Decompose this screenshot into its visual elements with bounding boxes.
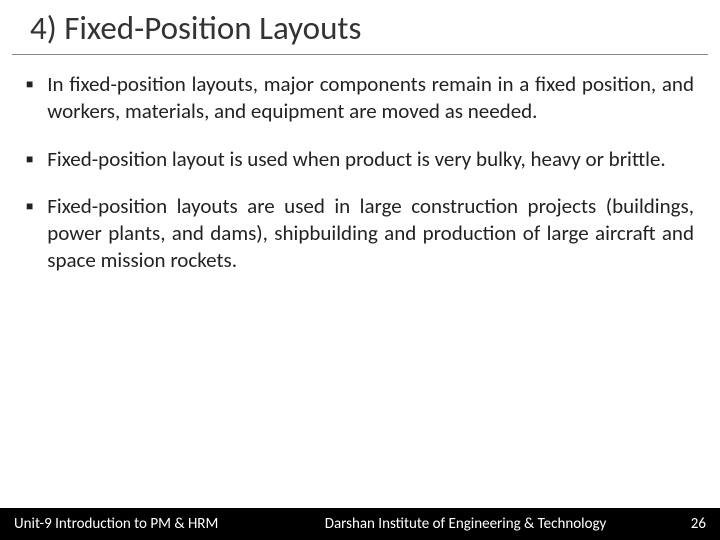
bullet-marker-icon: ■: [26, 77, 33, 92]
bullet-marker-icon: ■: [26, 152, 33, 167]
footer-unit-label: Unit-9 Introduction to PM & HRM: [14, 515, 218, 533]
slide-content: ■ In fixed-position layouts, major compo…: [0, 71, 720, 275]
bullet-item: ■ Fixed-position layouts are used in lar…: [26, 193, 694, 275]
slide-title: 4) Fixed-Position Layouts: [12, 0, 708, 55]
footer-page-number: 26: [673, 515, 706, 533]
footer-institute-label: Darshan Institute of Engineering & Techn…: [218, 515, 673, 533]
bullet-item: ■ Fixed-position layout is used when pro…: [26, 146, 694, 173]
bullet-item: ■ In fixed-position layouts, major compo…: [26, 71, 694, 126]
slide-footer: Unit-9 Introduction to PM & HRM Darshan …: [0, 508, 720, 540]
bullet-text: Fixed-position layouts are used in large…: [47, 193, 694, 275]
bullet-text: Fixed-position layout is used when produ…: [47, 146, 665, 173]
bullet-text: In fixed-position layouts, major compone…: [47, 71, 694, 126]
bullet-marker-icon: ■: [26, 199, 33, 214]
